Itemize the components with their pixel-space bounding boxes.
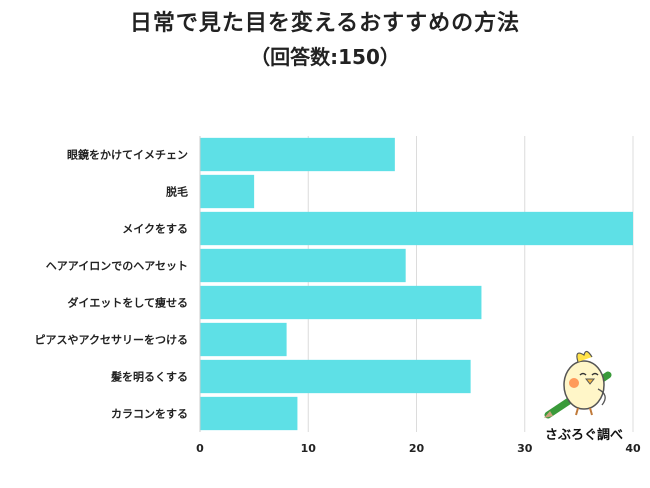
bird-mascot-icon [544,350,612,419]
x-tick-label: 40 [625,442,641,455]
x-tick-label: 30 [517,442,533,455]
category-label: ダイエットをして痩せる [67,296,188,310]
bar [200,174,255,209]
chart-subtitle: （回答数:150） [250,45,400,69]
bar [200,137,395,172]
bar [200,211,633,246]
category-label: メイクをする [122,223,188,236]
category-label: ピアスやアクセサリーをつける [35,334,188,347]
category-label: 髪を明るくする [110,370,188,384]
bar [200,322,287,357]
bar [200,396,298,431]
bar [200,359,471,394]
bar [200,248,406,283]
x-tick-label: 20 [409,442,425,455]
source-credit: さぶろぐ調べ [544,428,623,443]
x-tick-label: 0 [196,442,204,455]
bar [200,285,482,320]
x-tick-label: 10 [301,442,317,455]
category-label: ヘアアイロンでのヘアセット [46,260,188,273]
category-label: カラコンをする [111,408,188,421]
category-label: 脱毛 [166,185,188,199]
category-label: 眼鏡をかけてイメチェン [67,148,188,162]
chart-title: 日常で見た目を変えるおすすめの方法 [129,11,521,36]
